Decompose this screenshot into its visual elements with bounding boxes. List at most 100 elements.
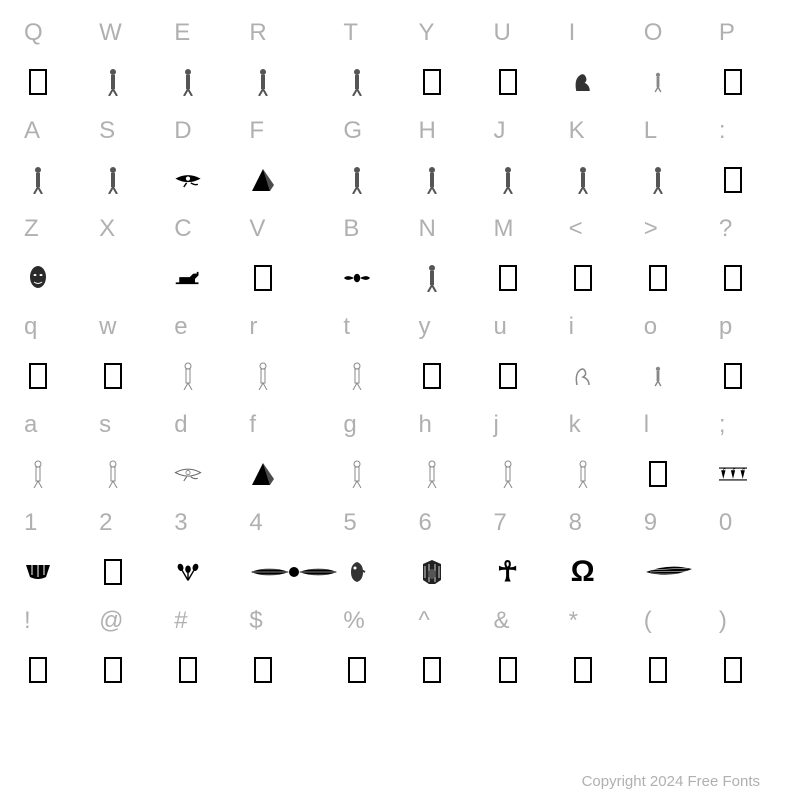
glyph-cell xyxy=(640,449,715,498)
glyph-box xyxy=(644,652,672,688)
key-label: A xyxy=(24,117,40,145)
glyph-cell xyxy=(170,645,245,694)
glyph-cell xyxy=(245,57,339,106)
key-label: T xyxy=(343,19,358,47)
glyph-cell xyxy=(170,351,245,400)
glyph-winged-disc xyxy=(249,554,339,590)
glyph-cell xyxy=(20,351,95,400)
glyph-person-outline xyxy=(343,456,371,492)
glyph-cell xyxy=(20,253,95,302)
key-cell: Q xyxy=(20,8,95,57)
glyph-person xyxy=(24,162,52,198)
glyph-cell xyxy=(20,645,95,694)
key-label: B xyxy=(343,215,359,243)
glyph-pharaoh-head xyxy=(418,554,446,590)
key-cell: 8 xyxy=(565,498,640,547)
key-label: e xyxy=(174,313,187,341)
key-cell: ) xyxy=(715,596,790,645)
key-cell: * xyxy=(565,596,640,645)
glyph-person-outline xyxy=(569,456,597,492)
key-label: P xyxy=(719,19,735,47)
glyph-cell xyxy=(640,351,715,400)
glyph-cell xyxy=(339,253,414,302)
key-cell: o xyxy=(640,302,715,351)
glyph-person-outline xyxy=(343,358,371,394)
glyph-cell xyxy=(20,547,95,596)
glyph-person xyxy=(99,162,127,198)
glyph-cell: ☥ xyxy=(490,547,565,596)
character-map-grid: QWERTYUIOPASDFGHJKL:ZXCVBNM<>?qwertyuiop… xyxy=(0,0,800,694)
key-cell: N xyxy=(414,204,489,253)
key-cell: u xyxy=(490,302,565,351)
key-cell: X xyxy=(95,204,170,253)
key-cell: Z xyxy=(20,204,95,253)
key-cell: l xyxy=(640,400,715,449)
key-cell: i xyxy=(565,302,640,351)
glyph-scarab-wings xyxy=(343,260,371,296)
key-cell: < xyxy=(565,204,640,253)
key-cell: 5 xyxy=(339,498,414,547)
glyph-cell xyxy=(414,547,489,596)
glyph-box xyxy=(174,652,202,688)
key-label: d xyxy=(174,411,187,439)
key-cell: B xyxy=(339,204,414,253)
glyph-person-outline xyxy=(24,456,52,492)
glyph-box xyxy=(24,358,52,394)
glyph-eye-outline xyxy=(174,456,202,492)
key-label: w xyxy=(99,313,116,341)
glyph-box xyxy=(494,358,522,394)
glyph-cell xyxy=(414,449,489,498)
key-label: 4 xyxy=(249,509,262,537)
glyph-person-outline xyxy=(494,456,522,492)
glyph-cell xyxy=(170,449,245,498)
key-label: S xyxy=(99,117,115,145)
glyph-cell xyxy=(414,645,489,694)
key-cell: R xyxy=(245,8,339,57)
glyph-box xyxy=(249,260,277,296)
glyph-person-outline xyxy=(418,456,446,492)
key-label: $ xyxy=(249,607,262,635)
key-cell: e xyxy=(170,302,245,351)
key-label: H xyxy=(418,117,435,145)
glyph-cell xyxy=(490,351,565,400)
glyph-cell: Ω xyxy=(565,547,640,596)
key-label: r xyxy=(249,313,257,341)
glyph-falcon-head xyxy=(343,554,371,590)
glyph-cobra xyxy=(569,64,597,100)
key-cell: F xyxy=(245,106,339,155)
key-cell: ^ xyxy=(414,596,489,645)
glyph-cell xyxy=(245,351,339,400)
key-cell: O xyxy=(640,8,715,57)
key-label: 2 xyxy=(99,509,112,537)
key-cell: w xyxy=(95,302,170,351)
glyph-cell xyxy=(20,57,95,106)
glyph-flowers xyxy=(174,554,202,590)
glyph-cell xyxy=(170,155,245,204)
glyph-person xyxy=(644,162,672,198)
glyph-box xyxy=(418,358,446,394)
glyph-box xyxy=(719,162,747,198)
glyph-box xyxy=(418,652,446,688)
key-cell: 9 xyxy=(640,498,715,547)
glyph-cell xyxy=(414,351,489,400)
glyph-cell xyxy=(339,155,414,204)
glyph-omega: Ω xyxy=(569,554,597,590)
key-cell: q xyxy=(20,302,95,351)
glyph-box xyxy=(644,260,672,296)
glyph-box xyxy=(343,652,371,688)
key-label: 8 xyxy=(569,509,582,537)
glyph-cell xyxy=(339,449,414,498)
glyph-cell xyxy=(245,547,339,596)
key-label: J xyxy=(494,117,506,145)
glyph-cell xyxy=(95,351,170,400)
key-cell: K xyxy=(565,106,640,155)
glyph-box xyxy=(719,652,747,688)
glyph-cell xyxy=(95,449,170,498)
glyph-cell xyxy=(715,155,790,204)
key-cell: A xyxy=(20,106,95,155)
key-cell: S xyxy=(95,106,170,155)
glyph-cell xyxy=(565,351,640,400)
key-label: @ xyxy=(99,607,123,635)
glyph-cell xyxy=(490,645,565,694)
glyph-face xyxy=(24,260,52,296)
